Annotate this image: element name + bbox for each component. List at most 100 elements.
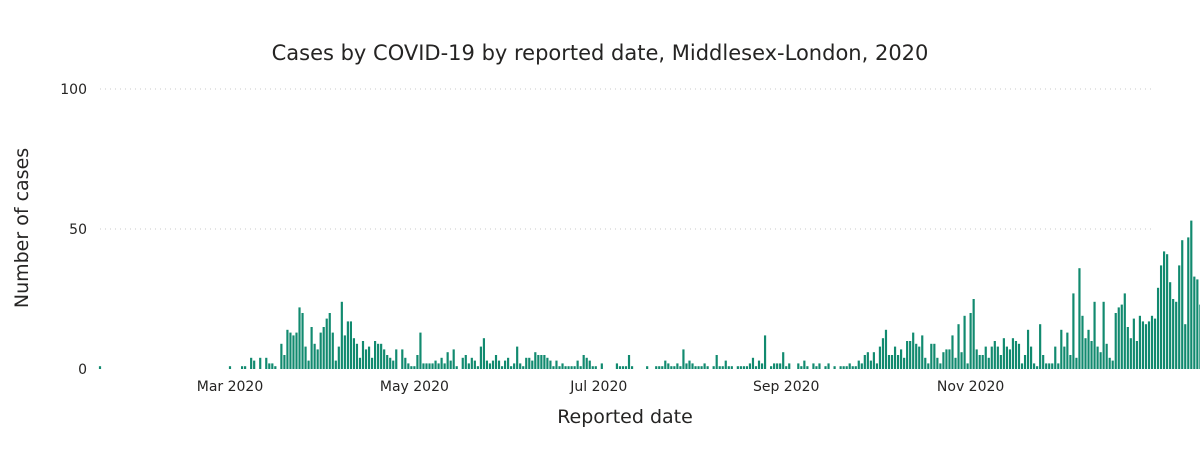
bar xyxy=(890,355,894,369)
bar xyxy=(1096,346,1099,369)
bar xyxy=(546,357,549,369)
bar xyxy=(349,321,352,369)
bar xyxy=(1163,251,1166,369)
bar xyxy=(497,360,501,369)
bar xyxy=(842,366,845,369)
bar xyxy=(742,366,745,369)
bar xyxy=(549,360,552,369)
bar xyxy=(244,366,247,369)
bar xyxy=(283,355,286,369)
chart-title: Cases by COVID-19 by reported date, Midd… xyxy=(272,41,929,65)
bar xyxy=(425,363,428,369)
bar xyxy=(522,366,525,369)
bar xyxy=(470,357,473,369)
bar xyxy=(685,363,688,369)
bar xyxy=(340,301,343,369)
bar xyxy=(1156,287,1160,369)
bar xyxy=(343,335,346,369)
bar xyxy=(555,360,558,369)
bar xyxy=(866,352,869,369)
bar xyxy=(1051,363,1054,369)
bar xyxy=(295,332,298,369)
bar xyxy=(909,341,912,369)
bar xyxy=(630,366,634,369)
bar xyxy=(1066,332,1069,369)
bar xyxy=(966,363,969,369)
bar xyxy=(918,346,921,369)
bar xyxy=(996,346,999,369)
bar xyxy=(1141,321,1145,369)
bar xyxy=(627,355,631,369)
bar xyxy=(872,352,875,369)
bar xyxy=(355,343,359,369)
bar xyxy=(1129,338,1132,369)
bar xyxy=(845,366,848,369)
bar xyxy=(673,366,676,369)
bar xyxy=(1187,237,1190,369)
bar xyxy=(860,363,863,369)
bar xyxy=(863,355,866,369)
bar xyxy=(325,318,328,369)
bar xyxy=(1036,366,1039,369)
bar xyxy=(1132,318,1135,369)
bar xyxy=(812,363,815,369)
bar xyxy=(1072,293,1075,369)
y-tick-label: 100 xyxy=(60,82,87,98)
bar xyxy=(900,349,903,369)
bar xyxy=(800,366,803,369)
bar xyxy=(1120,304,1123,369)
bar xyxy=(1060,329,1063,369)
bar xyxy=(476,366,479,369)
bar xyxy=(893,346,897,369)
bar xyxy=(1026,329,1030,369)
bar xyxy=(797,363,800,369)
bar xyxy=(1117,307,1120,369)
bar xyxy=(896,355,900,369)
bar xyxy=(576,360,579,369)
y-axis: 0 50 100 xyxy=(60,82,87,378)
bar xyxy=(259,357,262,369)
x-tick-label: Sep 2020 xyxy=(753,379,819,395)
bar xyxy=(364,349,368,369)
bar xyxy=(316,349,319,369)
bar xyxy=(839,366,842,369)
bar xyxy=(352,338,356,369)
bar xyxy=(881,338,885,369)
bar xyxy=(1123,293,1126,369)
bar xyxy=(331,332,334,369)
bar xyxy=(827,363,830,369)
bar xyxy=(1166,254,1169,369)
bar xyxy=(561,363,564,369)
bar xyxy=(479,346,482,369)
bar xyxy=(833,366,836,369)
bar xyxy=(404,357,407,369)
bar xyxy=(972,299,975,369)
bar xyxy=(380,343,383,369)
bar xyxy=(703,363,706,369)
bar xyxy=(803,360,806,369)
bar xyxy=(1057,363,1060,369)
bar xyxy=(422,363,425,369)
bar xyxy=(250,357,253,369)
bar xyxy=(1045,363,1048,369)
bar xyxy=(507,357,510,369)
bar xyxy=(1039,324,1042,369)
bar xyxy=(760,363,764,369)
bar xyxy=(884,329,888,369)
bar xyxy=(981,355,984,369)
bar xyxy=(570,366,573,369)
bar xyxy=(1135,341,1138,369)
bar xyxy=(416,355,419,369)
bar xyxy=(395,349,398,369)
bar xyxy=(413,366,416,369)
bar xyxy=(751,357,755,369)
bar xyxy=(304,346,307,369)
bar xyxy=(942,352,945,369)
bar xyxy=(567,366,570,369)
bar xyxy=(930,343,933,369)
bar xyxy=(467,363,470,369)
bar xyxy=(516,346,519,369)
bar xyxy=(1147,321,1151,369)
bar xyxy=(951,335,954,369)
x-tick-label: May 2020 xyxy=(380,379,449,395)
